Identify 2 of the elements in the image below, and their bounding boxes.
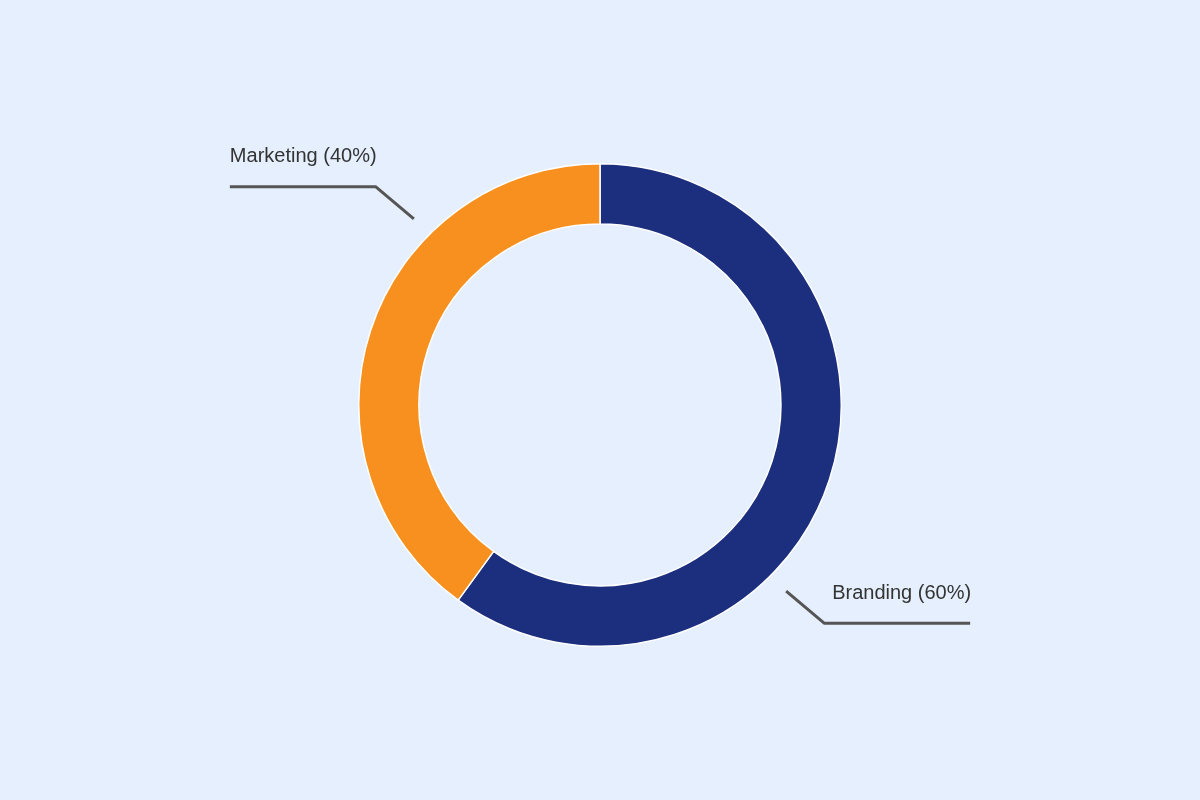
slice-label: Branding (60%) [832,580,972,603]
slice-label: Marketing (40%) [229,144,377,167]
